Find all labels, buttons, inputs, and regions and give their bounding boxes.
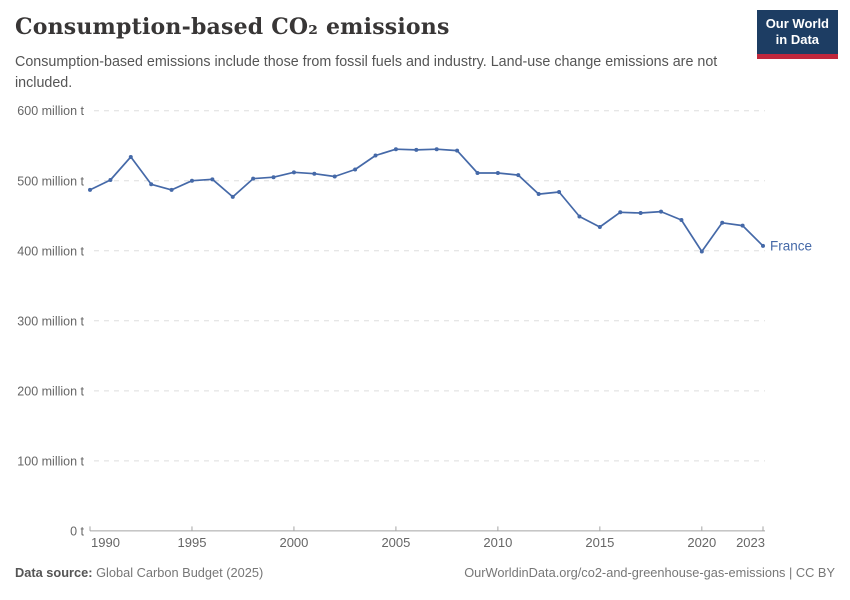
data-point-2008 [455,148,460,153]
x-axis-label-2010: 2010 [483,535,512,550]
data-point-2017 [638,210,643,215]
credit-link[interactable]: OurWorldinData.org/co2-and-greenhouse-ga… [464,565,835,580]
x-axis-label-2005: 2005 [381,535,410,550]
data-point-1992 [128,154,133,159]
owid-logo-line2: in Data [775,32,820,48]
y-axis-label-400: 400 million t [17,244,84,258]
y-axis-label-0: 0 t [70,524,84,538]
data-point-2005 [393,147,398,152]
data-point-2003 [353,167,358,172]
data-point-2006 [414,147,419,152]
data-point-2004 [373,153,378,158]
chart-footer: Data source: Global Carbon Budget (2025)… [0,565,850,587]
owid-logo[interactable]: Our World in Data [756,10,838,59]
data-point-2007 [434,147,439,152]
data-point-1994 [169,187,174,192]
data-point-2009 [475,171,480,176]
data-source: Data source: Global Carbon Budget (2025) [15,565,263,580]
data-point-1996 [210,177,215,182]
data-point-2018 [659,209,664,214]
data-point-2000 [291,170,296,175]
y-axis-label-600: 600 million t [17,104,84,118]
data-point-2021 [720,220,725,225]
y-axis-label-100: 100 million t [17,454,84,468]
data-point-2011 [516,173,521,178]
data-point-1991 [108,178,113,183]
data-point-1993 [149,182,154,187]
y-axis-label-300: 300 million t [17,314,84,328]
data-source-label: Data source: [15,565,93,580]
series-line-france [89,148,764,253]
y-axis-label-500: 500 million t [17,174,84,188]
data-point-2001 [312,171,317,176]
data-point-2014 [577,214,582,219]
data-point-1995 [189,178,194,183]
x-axis-label-1995: 1995 [178,535,207,550]
page-title: Consumption-based CO₂ emissions [15,14,450,40]
data-point-1999 [271,175,276,180]
data-point-2022 [740,223,745,228]
data-point-2015 [597,224,602,229]
data-point-1997 [230,194,235,199]
data-point-2010 [495,171,500,176]
x-axis-label-2000: 2000 [279,535,308,550]
chart-subtitle: Consumption-based emissions include thos… [15,54,718,92]
data-point-2019 [679,217,684,222]
series-label-france: France [770,238,812,253]
data-point-2020 [699,249,704,254]
x-axis-label-1990: 1990 [91,535,120,550]
x-axis-label-2023: 2023 [736,535,765,550]
x-axis-label-2015: 2015 [585,535,614,550]
owid-logo-line1: Our World [765,16,829,31]
data-source-value: Global Carbon Budget (2025) [92,565,264,580]
data-point-2012 [536,192,541,197]
y-axis-label-200: 200 million t [17,384,84,398]
data-point-2016 [618,210,623,215]
x-axis-label-2020: 2020 [687,535,716,550]
data-point-2002 [332,174,337,179]
data-point-2013 [557,189,562,194]
data-point-2023 [761,243,765,248]
data-point-1998 [251,176,256,181]
data-point-1990 [88,187,92,192]
